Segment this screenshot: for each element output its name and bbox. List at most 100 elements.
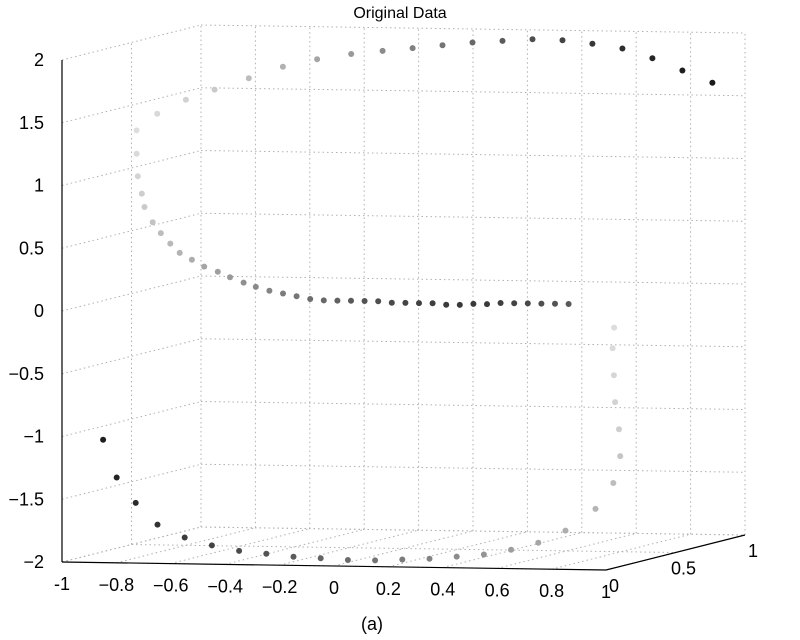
z-tick-label: 1.5 bbox=[19, 113, 44, 133]
x-tick-label: 0.8 bbox=[539, 581, 564, 601]
data-point bbox=[612, 399, 619, 406]
grid-line-side-depth bbox=[61, 150, 202, 186]
chart-title: Original Data bbox=[353, 5, 446, 22]
data-point bbox=[201, 263, 208, 270]
data-point bbox=[348, 297, 354, 304]
data-point bbox=[113, 474, 120, 481]
data-point bbox=[379, 47, 386, 54]
grid-line-side-depth bbox=[61, 87, 202, 124]
grid-line-floor-width bbox=[200, 526, 746, 536]
grid-line-back-horizontal bbox=[200, 24, 746, 34]
data-point bbox=[348, 51, 355, 57]
data-point bbox=[616, 426, 622, 433]
data-point bbox=[176, 249, 183, 256]
grid-group bbox=[61, 24, 746, 571]
points-group bbox=[100, 36, 716, 564]
data-point bbox=[609, 345, 616, 352]
data-point bbox=[134, 173, 141, 180]
z-tick-label: 0 bbox=[34, 301, 44, 321]
data-point bbox=[610, 480, 617, 486]
data-point bbox=[499, 37, 506, 44]
data-point bbox=[314, 56, 321, 63]
data-point bbox=[562, 527, 569, 534]
data-point bbox=[334, 297, 341, 304]
data-point bbox=[182, 96, 189, 103]
data-point bbox=[456, 301, 463, 308]
data-point bbox=[307, 296, 314, 302]
data-point bbox=[480, 551, 487, 558]
data-point bbox=[470, 300, 477, 307]
data-point bbox=[154, 521, 161, 528]
x-axis-line bbox=[61, 561, 607, 571]
grid-line-floor-depth bbox=[442, 532, 582, 569]
data-point bbox=[484, 301, 490, 308]
x-tick-label: 0.2 bbox=[376, 579, 401, 599]
data-point bbox=[469, 39, 476, 46]
grid-line-floor-depth bbox=[333, 530, 474, 567]
grid-line-side-depth bbox=[61, 24, 202, 61]
z-tick-label: 2 bbox=[34, 50, 44, 70]
data-point bbox=[511, 300, 518, 307]
x-tick-label: 1 bbox=[601, 582, 611, 602]
data-point bbox=[100, 436, 107, 443]
x-tick-label: −0.4 bbox=[207, 576, 243, 596]
data-point bbox=[181, 534, 188, 541]
grid-line-floor-depth bbox=[170, 528, 310, 565]
data-point bbox=[208, 542, 215, 549]
y-tick-label: 0 bbox=[609, 576, 619, 596]
data-point bbox=[138, 190, 145, 197]
grid-line-floor-depth bbox=[388, 531, 528, 568]
data-point bbox=[508, 546, 515, 553]
data-point bbox=[619, 45, 626, 52]
data-point bbox=[240, 279, 247, 286]
grid-line-back-horizontal bbox=[200, 463, 746, 473]
x-tick-label: 0 bbox=[329, 578, 339, 598]
z-tick-label: −2 bbox=[23, 552, 44, 572]
data-point bbox=[245, 75, 252, 82]
data-point bbox=[290, 553, 297, 560]
data-point bbox=[141, 204, 148, 210]
data-point bbox=[263, 550, 270, 557]
data-point bbox=[361, 298, 368, 304]
data-point bbox=[227, 274, 233, 281]
x-tick-label: -1 bbox=[54, 574, 70, 594]
grid-line-floor-depth bbox=[497, 532, 637, 569]
y-tick-label: 1 bbox=[748, 541, 758, 561]
data-point bbox=[565, 301, 572, 307]
data-point bbox=[416, 300, 422, 307]
data-point bbox=[589, 40, 596, 47]
grid-line-floor-depth bbox=[225, 528, 365, 565]
grid-line-floor-depth bbox=[279, 529, 419, 566]
data-point bbox=[280, 290, 286, 297]
grid-line-side-depth bbox=[61, 401, 202, 437]
grid-line-floor-width bbox=[131, 544, 676, 553]
data-point bbox=[214, 268, 221, 275]
grid-line-back-horizontal bbox=[200, 401, 746, 410]
x-tick-label: −0.6 bbox=[153, 576, 189, 596]
data-point bbox=[453, 553, 460, 560]
data-point bbox=[188, 256, 195, 263]
data-point bbox=[535, 539, 542, 546]
data-point bbox=[429, 300, 436, 307]
z-tick-label: 1 bbox=[34, 176, 44, 196]
y-tick-label: 0.5 bbox=[671, 559, 696, 579]
data-point bbox=[409, 45, 416, 52]
data-point bbox=[559, 37, 566, 44]
data-point bbox=[375, 298, 382, 305]
data-point bbox=[617, 453, 624, 460]
data-point bbox=[266, 287, 273, 294]
data-point bbox=[399, 556, 406, 563]
grid-line-back-horizontal bbox=[200, 275, 746, 285]
chart-caption: (a) bbox=[361, 614, 383, 634]
grid-line-side-depth bbox=[61, 275, 202, 312]
data-point bbox=[320, 297, 327, 304]
data-point bbox=[439, 42, 446, 49]
data-point bbox=[149, 219, 156, 226]
z-tick-label: −1.5 bbox=[8, 489, 44, 509]
data-point bbox=[426, 555, 433, 562]
x-tick-label: 0.4 bbox=[430, 580, 455, 600]
data-point bbox=[679, 67, 686, 74]
data-point bbox=[443, 301, 450, 308]
data-point bbox=[293, 293, 300, 300]
